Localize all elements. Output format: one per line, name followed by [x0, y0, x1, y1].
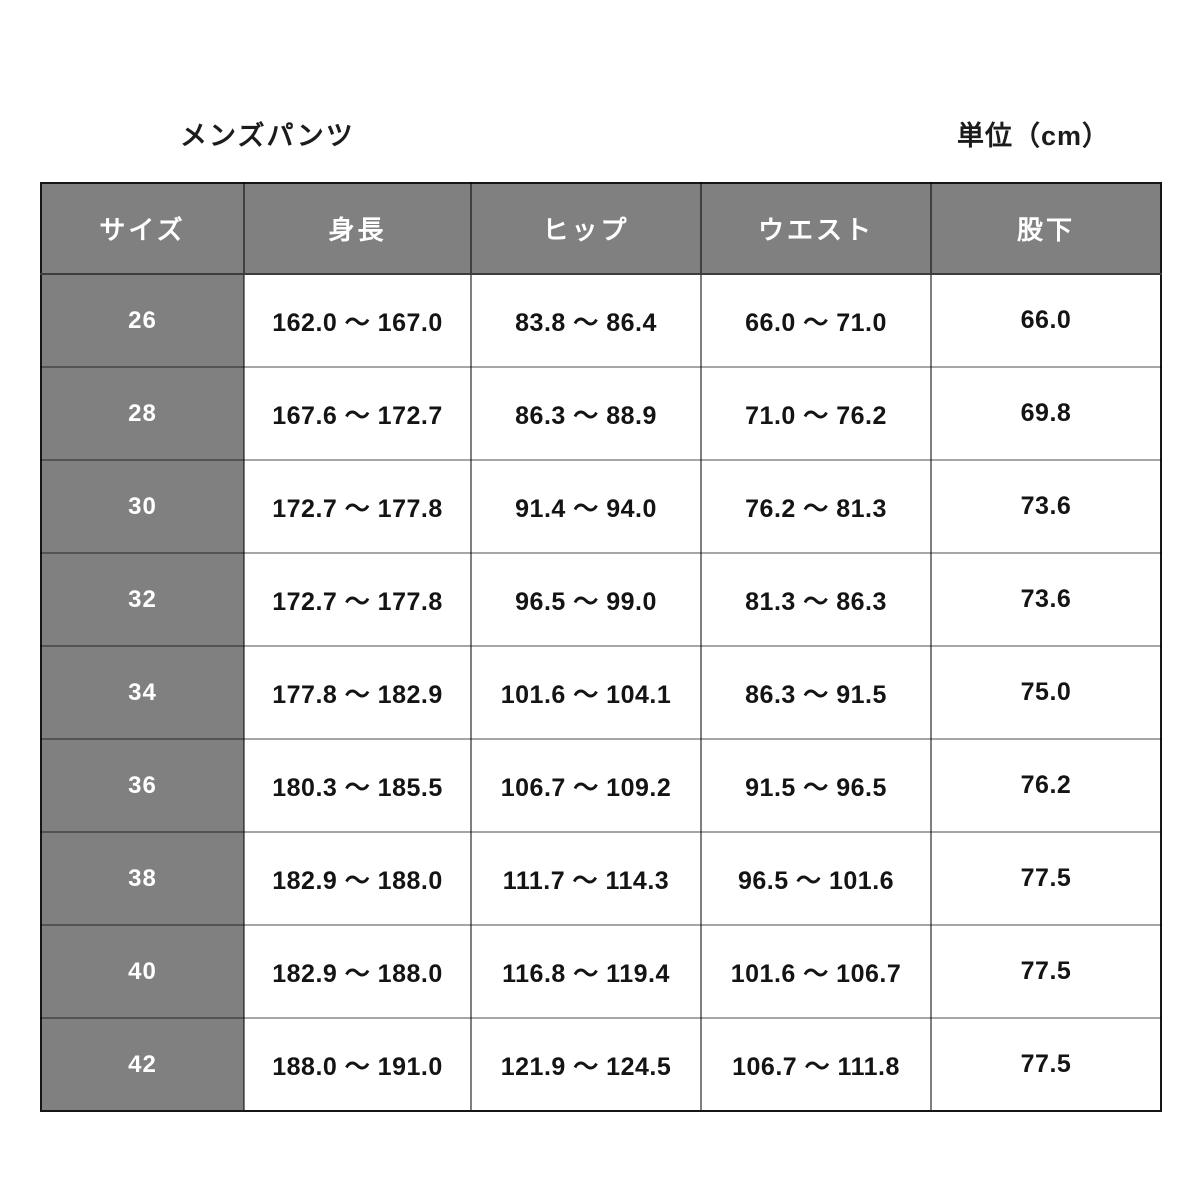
size-cell: 28	[40, 366, 245, 461]
inseam-cell: 77.5	[930, 1017, 1162, 1112]
size-cell: 38	[40, 831, 245, 926]
header-row: サイズ 身長 ヒップ ウエスト 股下	[40, 182, 1162, 275]
hip-cell: 101.6 〜 104.1	[470, 645, 702, 740]
size-cell: 26	[40, 273, 245, 368]
col-header-inseam: 股下	[930, 182, 1162, 275]
inseam-cell: 69.8	[930, 366, 1162, 461]
hip-cell: 83.8 〜 86.4	[470, 273, 702, 368]
hip-cell: 116.8 〜 119.4	[470, 924, 702, 1019]
inseam-cell: 76.2	[930, 738, 1162, 833]
table-row: 30 172.7 〜 177.8 91.4 〜 94.0 76.2 〜 81.3…	[40, 459, 1162, 554]
size-cell: 30	[40, 459, 245, 554]
waist-cell: 101.6 〜 106.7	[700, 924, 932, 1019]
hip-cell: 86.3 〜 88.9	[470, 366, 702, 461]
table-row: 34 177.8 〜 182.9 101.6 〜 104.1 86.3 〜 91…	[40, 645, 1162, 740]
height-cell: 177.8 〜 182.9	[243, 645, 472, 740]
height-cell: 188.0 〜 191.0	[243, 1017, 472, 1112]
waist-cell: 96.5 〜 101.6	[700, 831, 932, 926]
table-body: 26 162.0 〜 167.0 83.8 〜 86.4 66.0 〜 71.0…	[40, 273, 1162, 1112]
col-header-hip: ヒップ	[470, 182, 702, 275]
waist-cell: 81.3 〜 86.3	[700, 552, 932, 647]
height-cell: 172.7 〜 177.8	[243, 552, 472, 647]
caption-row: メンズパンツ 単位（cm）	[0, 114, 1200, 154]
waist-cell: 91.5 〜 96.5	[700, 738, 932, 833]
height-cell: 182.9 〜 188.0	[243, 924, 472, 1019]
table-row: 28 167.6 〜 172.7 86.3 〜 88.9 71.0 〜 76.2…	[40, 366, 1162, 461]
inseam-cell: 73.6	[930, 459, 1162, 554]
hip-cell: 96.5 〜 99.0	[470, 552, 702, 647]
table-row: 36 180.3 〜 185.5 106.7 〜 109.2 91.5 〜 96…	[40, 738, 1162, 833]
unit-label: 単位（cm）	[956, 121, 1110, 151]
table-header: サイズ 身長 ヒップ ウエスト 股下	[40, 182, 1162, 275]
inseam-cell: 73.6	[930, 552, 1162, 647]
hip-cell: 106.7 〜 109.2	[470, 738, 702, 833]
height-cell: 182.9 〜 188.0	[243, 831, 472, 926]
size-cell: 36	[40, 738, 245, 833]
height-cell: 167.6 〜 172.7	[243, 366, 472, 461]
col-header-height: 身長	[243, 182, 472, 275]
size-cell: 40	[40, 924, 245, 1019]
col-header-waist: ウエスト	[700, 182, 932, 275]
size-cell: 32	[40, 552, 245, 647]
height-cell: 172.7 〜 177.8	[243, 459, 472, 554]
hip-cell: 111.7 〜 114.3	[470, 831, 702, 926]
waist-cell: 66.0 〜 71.0	[700, 273, 932, 368]
table-row: 32 172.7 〜 177.8 96.5 〜 99.0 81.3 〜 86.3…	[40, 552, 1162, 647]
height-cell: 162.0 〜 167.0	[243, 273, 472, 368]
hip-cell: 121.9 〜 124.5	[470, 1017, 702, 1112]
waist-cell: 86.3 〜 91.5	[700, 645, 932, 740]
table-row: 38 182.9 〜 188.0 111.7 〜 114.3 96.5 〜 10…	[40, 831, 1162, 926]
table-row: 42 188.0 〜 191.0 121.9 〜 124.5 106.7 〜 1…	[40, 1017, 1162, 1112]
size-cell: 34	[40, 645, 245, 740]
height-cell: 180.3 〜 185.5	[243, 738, 472, 833]
inseam-cell: 77.5	[930, 831, 1162, 926]
page-title: メンズパンツ	[180, 121, 355, 151]
waist-cell: 106.7 〜 111.8	[700, 1017, 932, 1112]
col-header-size: サイズ	[40, 182, 245, 275]
size-cell: 42	[40, 1017, 245, 1112]
inseam-cell: 75.0	[930, 645, 1162, 740]
table-row: 40 182.9 〜 188.0 116.8 〜 119.4 101.6 〜 1…	[40, 924, 1162, 1019]
waist-cell: 76.2 〜 81.3	[700, 459, 932, 554]
hip-cell: 91.4 〜 94.0	[470, 459, 702, 554]
waist-cell: 71.0 〜 76.2	[700, 366, 932, 461]
table-row: 26 162.0 〜 167.0 83.8 〜 86.4 66.0 〜 71.0…	[40, 273, 1162, 368]
inseam-cell: 77.5	[930, 924, 1162, 1019]
inseam-cell: 66.0	[930, 273, 1162, 368]
size-table: サイズ 身長 ヒップ ウエスト 股下 26 162.0 〜 167.0 83.8…	[40, 182, 1162, 1112]
